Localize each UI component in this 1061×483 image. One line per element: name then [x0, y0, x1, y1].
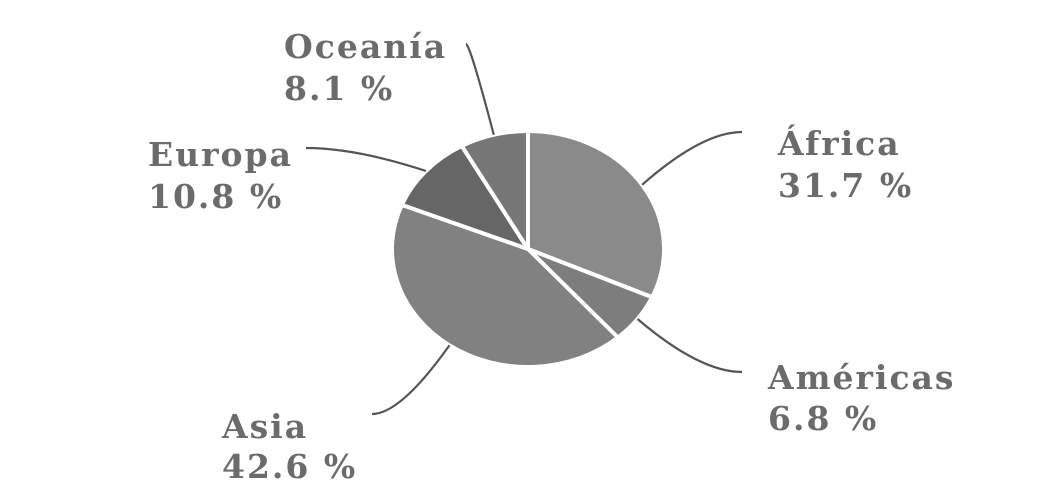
label-oceania-name: Oceanía: [284, 27, 447, 66]
leader-line-europa: [305, 146, 427, 173]
label-asia-name: Asia: [221, 407, 308, 446]
leader-line-americas: [636, 318, 743, 374]
label-africa-name: África: [777, 123, 901, 163]
slices-group: [390, 129, 667, 369]
label-asia-value: 42.6 %: [222, 447, 357, 483]
leader-line-africa: [641, 130, 743, 186]
label-europa-value: 10.8 %: [148, 177, 283, 216]
leader-line-oceania: [464, 42, 495, 136]
label-oceania-value: 8.1 %: [284, 69, 394, 108]
leader-line-asia: [371, 344, 451, 416]
label-americas-value: 6.8 %: [768, 399, 878, 438]
label-africa-value: 31.7 %: [778, 166, 913, 205]
leader-lines-group: [305, 42, 743, 416]
label-europa-name: Europa: [148, 135, 293, 174]
label-americas-name: Américas: [767, 358, 956, 397]
